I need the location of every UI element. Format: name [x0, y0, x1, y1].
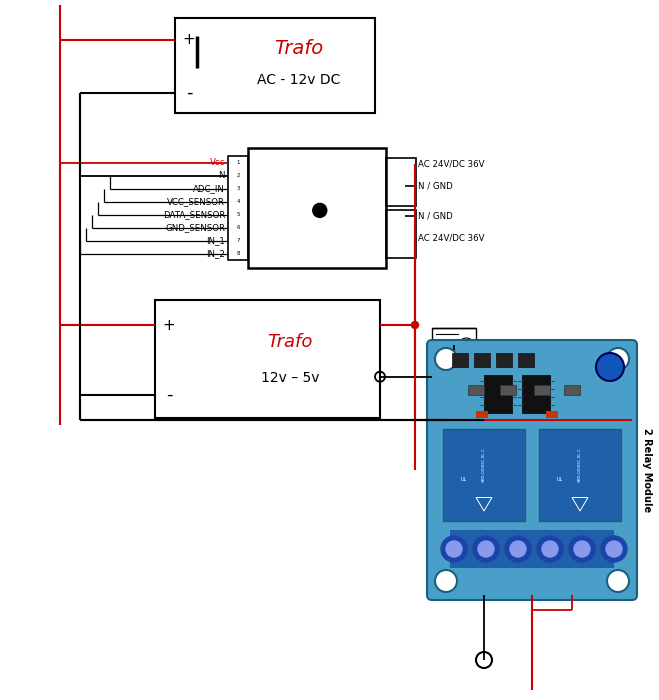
Circle shape [596, 353, 624, 381]
Text: N / GND: N / GND [418, 211, 453, 220]
Text: N / GND: N / GND [418, 181, 453, 190]
Bar [496, 353, 512, 367]
Text: 3: 3 [236, 186, 240, 191]
Circle shape [542, 541, 558, 557]
Text: 2: 2 [236, 173, 240, 178]
Bar [450, 530, 614, 568]
Text: AC - 12v DC: AC - 12v DC [257, 73, 341, 87]
Bar [228, 156, 248, 260]
FancyBboxPatch shape [443, 429, 525, 521]
Text: UL: UL [557, 477, 563, 482]
Text: Vcc: Vcc [210, 158, 225, 167]
Bar [155, 300, 380, 418]
Circle shape [537, 536, 563, 562]
Bar [476, 411, 488, 418]
Text: 5: 5 [236, 212, 240, 217]
Bar [474, 353, 490, 367]
Bar [522, 375, 550, 413]
Circle shape [473, 536, 499, 562]
FancyBboxPatch shape [539, 429, 621, 521]
Bar [518, 353, 534, 367]
Text: -: - [166, 386, 172, 404]
Circle shape [411, 321, 418, 328]
Text: 4: 4 [236, 199, 240, 204]
Bar [452, 353, 468, 367]
Bar [564, 385, 580, 395]
Circle shape [441, 536, 467, 562]
Text: Trafo: Trafo [268, 333, 312, 351]
Circle shape [569, 536, 595, 562]
Bar [534, 385, 550, 395]
Text: IN_2: IN_2 [206, 249, 225, 258]
Text: 2 Relay Module: 2 Relay Module [642, 428, 652, 512]
FancyBboxPatch shape [427, 340, 637, 600]
Circle shape [446, 541, 462, 557]
Circle shape [478, 541, 494, 557]
Text: ADC_IN: ADC_IN [193, 184, 225, 193]
Circle shape [607, 348, 629, 370]
Text: 6: 6 [236, 225, 240, 230]
Text: SRD-05VDC-SL-C: SRD-05VDC-SL-C [578, 447, 582, 482]
Text: +: + [183, 32, 195, 48]
Text: GND_SENSOR: GND_SENSOR [165, 223, 225, 232]
Text: SRD-05VDC-SL-C: SRD-05VDC-SL-C [482, 447, 486, 482]
Text: AC 24V/DC 36V: AC 24V/DC 36V [418, 234, 484, 242]
Text: VCC_SENSOR: VCC_SENSOR [167, 197, 225, 206]
Text: AC 24V/DC 36V: AC 24V/DC 36V [418, 160, 484, 169]
Text: DATA_SENSOR: DATA_SENSOR [163, 210, 225, 219]
Text: Trafo: Trafo [274, 38, 324, 57]
Circle shape [607, 570, 629, 592]
Bar [386, 210, 416, 258]
Bar [546, 411, 558, 418]
Text: IN_1: IN_1 [206, 236, 225, 245]
Text: +: + [163, 318, 175, 332]
Text: UL: UL [461, 477, 467, 482]
Bar [248, 148, 386, 268]
Circle shape [505, 536, 531, 562]
Circle shape [601, 536, 627, 562]
Circle shape [313, 204, 327, 218]
Circle shape [435, 348, 457, 370]
Bar [432, 328, 476, 364]
Circle shape [435, 570, 457, 592]
Text: 12v – 5v: 12v – 5v [261, 371, 319, 385]
Bar [468, 385, 484, 395]
Bar [386, 158, 416, 206]
Text: -: - [186, 84, 192, 102]
Bar [500, 385, 516, 395]
Text: 7: 7 [236, 238, 240, 243]
Text: 1: 1 [236, 160, 240, 165]
Bar [175, 18, 375, 113]
Circle shape [510, 541, 526, 557]
Text: 8: 8 [236, 251, 240, 256]
Circle shape [606, 541, 622, 557]
Text: N: N [219, 171, 225, 180]
Bar [484, 375, 512, 413]
Circle shape [574, 541, 590, 557]
